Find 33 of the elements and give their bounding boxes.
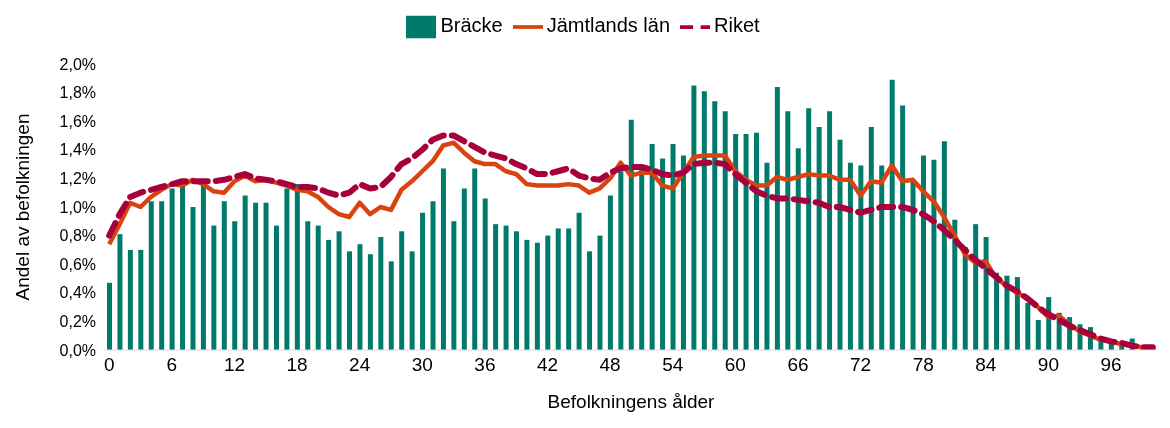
y-tick-label: 1,6% [59,112,96,130]
x-tick-label: 12 [223,354,246,376]
x-tick-label: 42 [536,354,559,376]
x-tick-label: 72 [850,354,872,376]
x-tick-label: 84 [975,354,997,376]
y-tick-label: 2,0% [59,55,96,73]
x-tick-label: 36 [474,354,496,376]
x-tick-label: 24 [349,354,371,376]
y-tick-label: 1,2% [59,170,96,188]
x-tick-label: 78 [912,354,934,376]
x-tick-label: 48 [599,354,621,376]
x-tick-label: 66 [787,354,809,376]
x-tick-label: 18 [286,354,308,376]
y-tick-label: 1,8% [59,84,96,102]
y-axis-title: Andel av befolkningen [11,113,33,301]
y-tick-label: 0,0% [59,341,96,359]
legend-label: Bräcke [440,14,503,37]
x-tick-label: 96 [1100,354,1122,376]
x-tick-label: 0 [103,354,115,376]
y-tick-label: 0,6% [59,255,96,273]
y-tick-label: 0,2% [59,313,96,331]
y-tick-label: 0,4% [59,284,96,302]
y-tick-label: 1,4% [59,141,96,159]
x-tick-label: 60 [724,354,746,376]
y-tick-label: 1,0% [59,198,96,216]
x-tick-label: 30 [411,354,433,376]
x-axis-title: Befolkningens ålder [547,391,716,412]
y-tick-label: 0,8% [59,227,96,245]
x-tick-label: 90 [1037,354,1059,376]
legend-label: Jämtlands län [546,14,671,37]
x-tick-label: 6 [166,354,178,376]
x-tick-label: 54 [662,354,684,376]
legend-label: Riket [714,14,760,37]
